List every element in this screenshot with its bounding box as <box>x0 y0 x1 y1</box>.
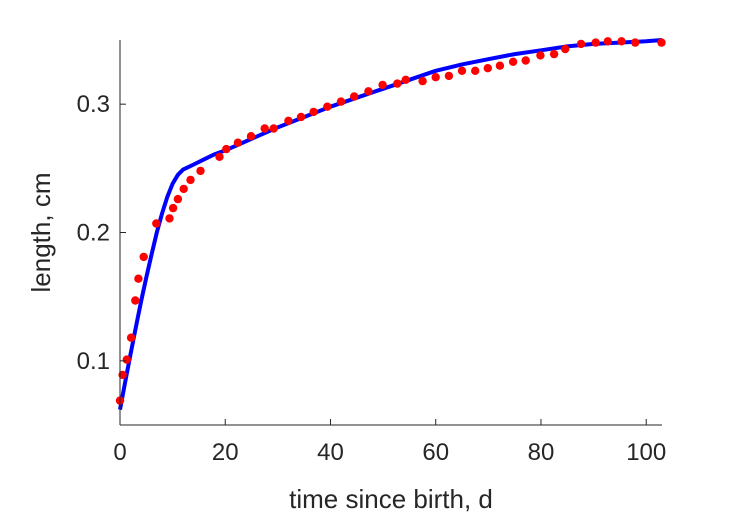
x-tick-label: 20 <box>212 439 239 466</box>
x-tick-label: 100 <box>626 439 666 466</box>
y-tick-label: 0.3 <box>77 91 110 118</box>
data-point <box>483 63 492 73</box>
data-point <box>591 38 600 47</box>
y-tick-label: 0.2 <box>77 220 110 247</box>
data-point <box>168 203 178 213</box>
y-axis-label: length, cm <box>26 173 56 293</box>
data-point <box>393 79 402 88</box>
data-point <box>508 57 518 66</box>
data-point <box>222 144 231 154</box>
x-tick-label: 0 <box>113 439 126 466</box>
y-tick-label: 0.1 <box>77 348 110 375</box>
data-point <box>549 49 559 59</box>
data-point <box>603 37 612 46</box>
data-point <box>196 166 205 176</box>
data-point <box>457 66 467 76</box>
data-point <box>631 38 640 47</box>
x-axis-ticks: 0 20 40 60 80 100 <box>113 419 666 466</box>
data-point <box>165 214 174 223</box>
data-point <box>186 175 195 185</box>
x-tick-label: 80 <box>528 439 555 466</box>
data-point <box>323 102 332 111</box>
data-point <box>152 219 161 228</box>
data-point <box>233 138 243 147</box>
data-point <box>215 152 224 161</box>
x-tick-label: 60 <box>422 439 449 466</box>
data-point <box>401 75 410 85</box>
data-point <box>269 124 278 133</box>
data-point <box>378 80 387 90</box>
data-point <box>444 71 454 81</box>
x-tick-label: 40 <box>317 439 344 466</box>
data-point <box>536 51 545 60</box>
data-point <box>131 296 140 305</box>
data-point <box>260 124 269 133</box>
data-point <box>246 132 256 141</box>
data-point <box>284 116 293 126</box>
data-point <box>561 44 570 54</box>
data-point <box>173 194 183 204</box>
data-point <box>431 73 440 82</box>
data-point <box>418 76 427 86</box>
data-point <box>122 355 131 364</box>
data-point <box>495 61 505 70</box>
data-point <box>139 252 148 262</box>
plot-area <box>115 37 666 410</box>
data-point <box>657 38 666 47</box>
data-point <box>471 66 480 76</box>
data-point <box>617 37 626 46</box>
data-point <box>126 333 136 342</box>
data-point <box>296 112 306 122</box>
y-axis-ticks: 0.1 0.2 0.3 <box>77 91 126 375</box>
fit-curve <box>118 38 663 410</box>
data-point <box>350 92 359 101</box>
data-point <box>134 274 143 283</box>
data-point <box>576 39 586 49</box>
data-point <box>179 184 188 194</box>
x-axis-label: time since birth, d <box>289 484 493 514</box>
data-point <box>521 56 530 65</box>
data-point <box>309 107 318 117</box>
data-point <box>336 97 346 106</box>
data-point <box>364 87 373 96</box>
